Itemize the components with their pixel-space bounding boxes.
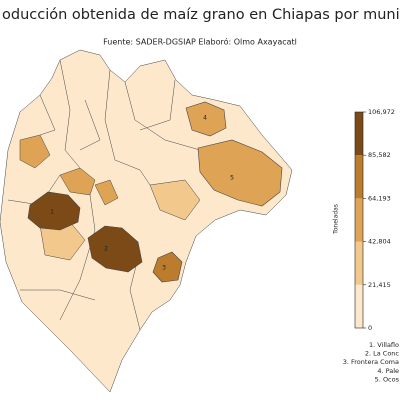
municipality [152,251,183,283]
colorbar-tick-label: 106,972 [368,108,395,116]
colorbar-frame [354,111,364,329]
colorbar-band [355,112,363,156]
municipality-label: 4 [203,115,207,122]
municipality [197,139,283,207]
colorbar-tick-label: 0 [368,324,372,332]
municipality-label: 2 [104,246,108,253]
colorbar-tick-label: 42,804 [368,238,391,246]
map-subtitle: Fuente: SADER-DGSIAP Elaboró: Olmo Axaya… [103,37,297,47]
colorbar-band [355,198,363,242]
legend-entry: 3. Frontera Coma [343,358,399,366]
colorbar-band [355,284,363,328]
regions: 1 2 3 4 5 [27,101,283,283]
colorbar: 0 21,415 42,804 64,193 85,582 106,972 [354,108,395,332]
legend-entry: 2. La Conc [365,350,400,358]
colorbar-band [355,241,363,285]
municipality-label: 5 [230,175,234,182]
legend-entry: 1. Villaflo [369,341,399,349]
municipality [185,101,227,137]
municipality [27,191,81,231]
colorbar-label: Toneladas [333,204,340,235]
legend-entry: 5. Ocos [375,375,400,383]
municipality-label: 1 [50,209,54,216]
municipality-label: 3 [162,265,166,272]
state-base [0,49,293,393]
colorbar-band [355,155,363,199]
legend-entry: 4. Pale [377,367,399,375]
municipality [87,225,143,273]
colorbar-tick-label: 21,415 [368,281,391,289]
map-title: oducción obtenida de maíz grano en Chiap… [2,7,400,23]
colorbar-tick-label: 85,582 [368,151,391,159]
colorbar-tick-label: 64,193 [368,194,391,202]
